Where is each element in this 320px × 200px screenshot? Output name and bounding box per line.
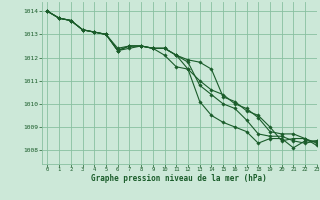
X-axis label: Graphe pression niveau de la mer (hPa): Graphe pression niveau de la mer (hPa) (91, 174, 267, 183)
